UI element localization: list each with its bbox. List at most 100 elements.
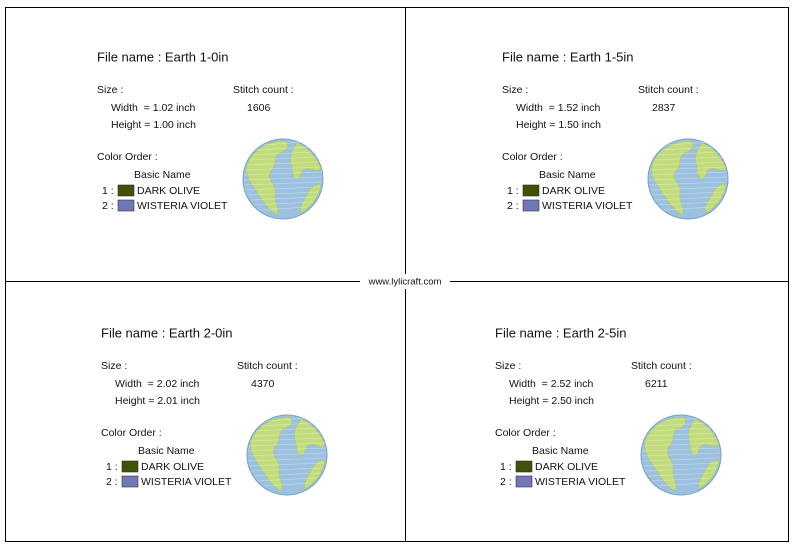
width: Width = 1.02 inch [111,102,195,114]
file-name: File name : Earth 1-5in [502,49,634,64]
stitch-line [654,196,722,201]
continent [304,459,326,490]
stitch-line [651,477,711,482]
height: Height = 1.00 inch [111,119,196,131]
stitch-line [647,472,715,477]
stitch-line [643,462,719,467]
continent [651,140,694,216]
color-order-label: Color Order : [502,151,563,163]
basic-name-label: Basic Name [539,169,596,181]
continent [300,183,322,214]
color-swatch [515,460,533,473]
stitch-line [644,437,718,442]
stitch-line [650,186,726,191]
stitch-line [656,482,706,487]
color-name: DARK OLIVE [535,461,598,473]
stitch-line [256,146,310,151]
continent [644,416,687,492]
stitch-count: 2837 [652,102,676,114]
stitch-line [251,151,315,156]
stitch-label: Stitch count : [237,360,298,372]
stitch-line [249,462,325,467]
stitch-line [642,447,720,452]
color-index: 1 : [507,185,519,197]
continent [695,142,727,180]
stitch-line [245,166,321,171]
stitch-line [645,467,717,472]
color-swatch [121,475,139,488]
earth [242,138,324,220]
stitch-line [660,417,702,422]
color-swatch [522,184,540,197]
earth [246,414,328,496]
color-name: WISTERIA VIOLET [542,200,633,212]
stitch-line [262,482,312,487]
stitch-label: Stitch count : [233,84,294,96]
stitch-line [251,467,323,472]
continent [294,418,326,456]
stitch-line [642,457,720,462]
color-swatch [121,460,139,473]
color-name: WISTERIA VIOLET [137,200,228,212]
stitch-line [650,166,726,171]
stitch-line [266,417,308,422]
basic-name-label: Basic Name [532,445,589,457]
stitch-line [661,146,715,151]
stitch-count: 4370 [251,378,275,390]
color-order-label: Color Order : [495,427,556,439]
stitch-count: 6211 [645,378,668,390]
file-name: File name : Earth 1-0in [97,49,229,64]
continent [705,183,727,214]
width: Width = 1.52 inch [516,102,600,114]
stitch-line [249,196,317,201]
stitch-line [656,151,720,156]
stitch-line [260,422,314,427]
stitch-line [244,181,322,186]
stitch-line [248,457,326,462]
color-name: DARK OLIVE [137,185,200,197]
color-index: 2 : [102,200,114,212]
color-index: 1 : [102,185,114,197]
continent [698,459,720,490]
width: Width = 2.52 inch [509,378,593,390]
color-swatch [522,199,540,212]
height: Height = 2.01 inch [115,395,200,407]
stitch-line [652,191,724,196]
stitch-line [246,161,320,166]
size-label: Size : [502,84,528,96]
stitch-line [648,176,728,181]
continent [250,416,293,492]
website-bg [360,274,450,289]
earth [640,414,722,496]
stitch-line [257,477,317,482]
width: Width = 2.02 inch [115,378,199,390]
stitch-line [654,422,708,427]
stitch-line [658,201,718,206]
height: Height = 1.50 inch [516,119,601,131]
stitch-line [663,206,713,211]
file-name: File name : Earth 2-0in [101,325,233,340]
stitch-line [653,156,723,161]
stitch-line [641,452,721,457]
basic-name-label: Basic Name [134,169,191,181]
stitch-line [247,191,319,196]
stitch-line [253,201,313,206]
website: www.lylicraft.com [368,277,442,288]
basic-name-label: Basic Name [138,445,195,457]
stitch-line [255,427,319,432]
stitch-line [250,437,324,442]
stitch-line [258,206,308,211]
size-label: Size : [97,84,123,96]
stitch-count: 1606 [247,102,271,114]
stitch-line [646,432,716,437]
color-swatch [515,475,533,488]
stitch-line [667,141,709,146]
stitch-line [248,156,318,161]
stitch-line [249,442,325,447]
color-order-label: Color Order : [97,151,158,163]
stitch-line [649,427,713,432]
file-name: File name : Earth 2-5in [495,325,627,340]
color-index: 2 : [500,476,512,488]
stitch-line [244,171,322,176]
